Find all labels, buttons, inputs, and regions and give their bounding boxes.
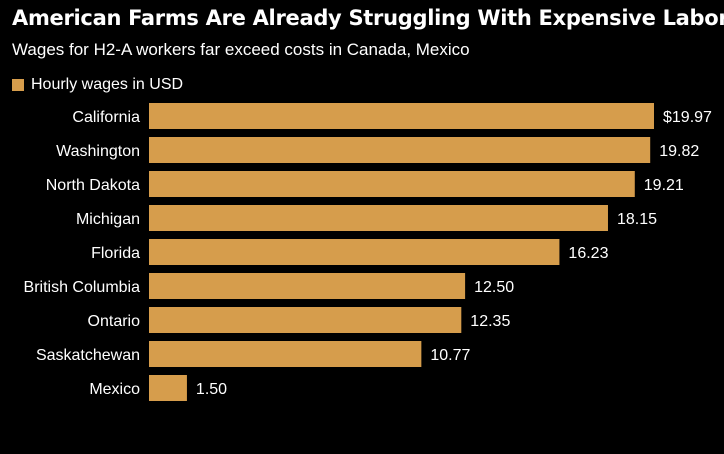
category-label: California — [72, 109, 140, 126]
value-label: $19.97 — [663, 109, 712, 126]
legend: Hourly wages in USD — [12, 76, 183, 94]
category-label: Saskatchewan — [36, 347, 140, 364]
bar — [149, 307, 462, 333]
value-label: 18.15 — [617, 211, 657, 228]
legend-label: Hourly wages in USD — [31, 76, 184, 93]
value-label: 12.50 — [474, 279, 514, 296]
category-label: Florida — [91, 245, 140, 262]
bar — [149, 273, 466, 299]
value-label: 1.50 — [196, 381, 227, 398]
value-label: 12.35 — [470, 313, 510, 330]
category-label: Ontario — [88, 313, 141, 330]
value-label: 19.21 — [644, 177, 684, 194]
bar — [149, 103, 654, 129]
bar — [149, 341, 422, 367]
bar — [149, 205, 608, 231]
legend-swatch — [12, 79, 24, 91]
bar — [149, 171, 635, 197]
category-label: North Dakota — [46, 177, 140, 194]
category-label: Mexico — [89, 381, 140, 398]
bar — [149, 137, 651, 163]
category-label: Washington — [56, 143, 140, 160]
value-label: 10.77 — [430, 347, 470, 364]
bar — [149, 239, 560, 265]
value-label: 16.23 — [568, 245, 608, 262]
value-label: 19.82 — [659, 143, 699, 160]
chart-title: American Farms Are Already Struggling Wi… — [12, 6, 724, 30]
category-label: Michigan — [76, 211, 140, 228]
category-label: British Columbia — [24, 279, 141, 296]
bar — [149, 375, 187, 401]
chart-subtitle: Wages for H2-A workers far exceed costs … — [12, 40, 470, 59]
